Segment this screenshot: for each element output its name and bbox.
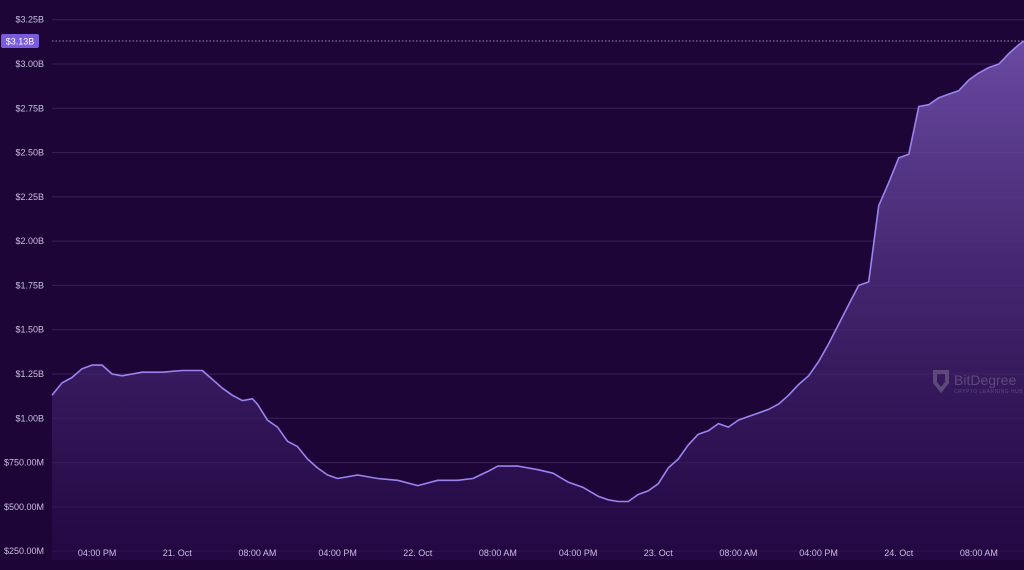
y-tick-label: $250.00M <box>4 546 44 556</box>
bitdegree-watermark: BitDegree CRYPTO LEARNING HUB <box>933 370 1023 395</box>
y-tick-label: $1.75B <box>15 280 44 290</box>
current-value-badge <box>1 33 39 48</box>
bitdegree-logo-icon <box>933 370 949 393</box>
x-tick-label: 04:00 PM <box>78 548 117 558</box>
area-layer <box>51 40 1024 560</box>
x-tick-label: 22. Oct <box>403 548 433 558</box>
y-tick-label: $1.00B <box>15 413 44 423</box>
current-value-label: $3.13B <box>6 36 35 46</box>
y-tick-label: $750.00M <box>4 458 44 468</box>
y-tick-label: $2.50B <box>15 148 44 158</box>
y-tick-label: $1.50B <box>15 325 44 335</box>
x-tick-label: 08:00 AM <box>719 548 757 558</box>
x-tick-label: 21. Oct <box>163 548 193 558</box>
series-area-fill <box>52 41 1024 560</box>
y-axis-labels: $250.00M $500.00M $750.00M $1.00B $1.25B $1.5… <box>4 15 44 556</box>
x-tick-label: 08:00 AM <box>238 548 276 558</box>
x-tick-label: 23. Oct <box>644 548 674 558</box>
watermark-brand: BitDegree <box>954 372 1016 388</box>
y-tick-label: $2.25B <box>15 192 44 202</box>
x-tick-label: 08:00 AM <box>479 548 517 558</box>
y-tick-label: $3.25B <box>15 15 44 25</box>
series-line <box>51 40 1024 503</box>
y-tick-label: $2.00B <box>15 236 44 246</box>
y-tick-label: $500.00M <box>4 502 44 512</box>
x-tick-label: 04:00 PM <box>559 548 598 558</box>
y-tick-label: $1.25B <box>15 369 44 379</box>
x-tick-label: 08:00 AM <box>960 548 998 558</box>
watermark-tagline: CRYPTO LEARNING HUB <box>954 389 1023 395</box>
x-axis-labels: 04:00 PM 21. Oct 08:00 AM 04:00 PM 22. Oct 08… <box>78 548 998 558</box>
current-value-marker: $3.13B <box>1 33 1024 48</box>
x-tick-label: 04:00 PM <box>318 548 357 558</box>
x-tick-label: 04:00 PM <box>799 548 838 558</box>
y-tick-label: $2.75B <box>15 103 44 113</box>
y-tick-label: $3.00B <box>15 59 44 69</box>
x-tick-label: 24. Oct <box>884 548 914 558</box>
